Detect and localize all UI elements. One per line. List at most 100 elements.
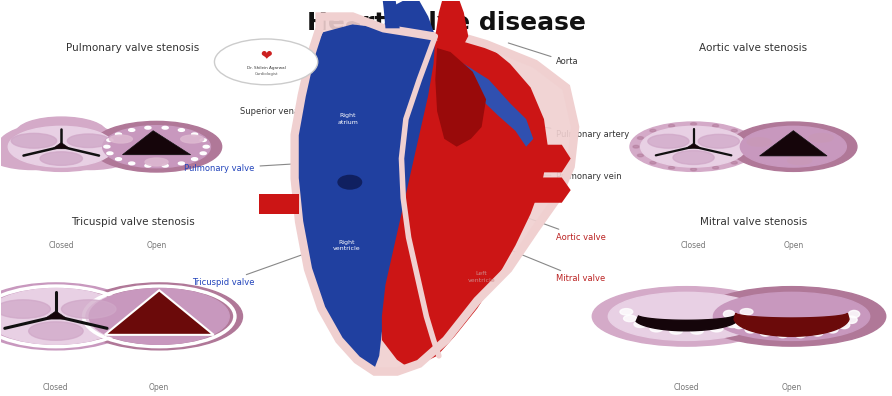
Circle shape <box>638 137 643 139</box>
Polygon shape <box>104 290 214 335</box>
Circle shape <box>713 166 719 169</box>
Circle shape <box>178 162 185 165</box>
Circle shape <box>128 129 135 131</box>
Text: Superior vena cava: Superior vena cava <box>240 98 383 116</box>
Circle shape <box>650 162 656 164</box>
Circle shape <box>731 162 738 164</box>
Circle shape <box>633 145 639 148</box>
Polygon shape <box>53 143 70 149</box>
Text: Aortic valve: Aortic valve <box>489 204 607 242</box>
Ellipse shape <box>788 156 812 164</box>
Circle shape <box>690 123 697 125</box>
Text: Open: Open <box>781 383 802 392</box>
Ellipse shape <box>777 330 789 338</box>
Text: Open: Open <box>149 383 169 392</box>
Ellipse shape <box>733 321 745 329</box>
Text: Right
atrium: Right atrium <box>337 114 359 125</box>
Circle shape <box>103 145 110 148</box>
Text: Mitral valve: Mitral valve <box>487 240 606 284</box>
Ellipse shape <box>29 322 83 340</box>
Circle shape <box>200 152 206 154</box>
Ellipse shape <box>648 134 689 148</box>
Text: Pulmonary valve: Pulmonary valve <box>184 159 381 173</box>
Ellipse shape <box>740 308 753 315</box>
Ellipse shape <box>12 133 57 148</box>
Text: Pulmonary valve stenosis: Pulmonary valve stenosis <box>66 43 199 53</box>
Ellipse shape <box>698 134 739 148</box>
Polygon shape <box>259 194 299 214</box>
Ellipse shape <box>608 292 764 341</box>
Ellipse shape <box>103 126 211 168</box>
Text: ❤: ❤ <box>260 48 272 62</box>
Circle shape <box>107 152 113 154</box>
Ellipse shape <box>0 122 125 171</box>
Circle shape <box>731 129 738 132</box>
Circle shape <box>115 133 121 136</box>
Circle shape <box>115 158 121 160</box>
Ellipse shape <box>714 292 870 341</box>
Text: Aortic valve stenosis: Aortic valve stenosis <box>699 43 807 53</box>
Circle shape <box>178 129 185 131</box>
Circle shape <box>162 164 169 167</box>
Text: Tricuspid valve: Tricuspid valve <box>192 230 370 287</box>
Ellipse shape <box>67 134 110 148</box>
Circle shape <box>638 154 643 157</box>
Polygon shape <box>435 48 486 147</box>
Text: Open: Open <box>783 241 804 250</box>
Polygon shape <box>531 177 571 203</box>
Circle shape <box>203 145 210 148</box>
Text: Aorta: Aorta <box>508 43 579 67</box>
Circle shape <box>668 166 674 169</box>
Ellipse shape <box>76 283 243 350</box>
Ellipse shape <box>337 175 362 190</box>
Text: Open: Open <box>146 241 167 250</box>
Circle shape <box>145 126 151 129</box>
Ellipse shape <box>620 308 632 315</box>
Text: Closed: Closed <box>43 383 69 392</box>
Ellipse shape <box>747 138 772 146</box>
Circle shape <box>192 158 198 160</box>
Text: Closed: Closed <box>681 241 706 250</box>
Text: Heart valve disease: Heart valve disease <box>307 11 585 34</box>
Polygon shape <box>444 60 533 147</box>
Ellipse shape <box>650 326 663 332</box>
Ellipse shape <box>16 117 107 149</box>
Ellipse shape <box>634 321 647 327</box>
Polygon shape <box>294 1 448 367</box>
Circle shape <box>713 124 719 127</box>
Ellipse shape <box>730 122 857 171</box>
Ellipse shape <box>737 315 749 322</box>
Ellipse shape <box>592 287 780 346</box>
Polygon shape <box>382 36 549 367</box>
Ellipse shape <box>45 137 136 169</box>
Circle shape <box>690 168 697 171</box>
Ellipse shape <box>624 315 636 322</box>
Text: Cardiologist: Cardiologist <box>254 72 277 76</box>
Text: Tricuspid valve stenosis: Tricuspid valve stenosis <box>70 217 194 227</box>
Polygon shape <box>636 316 737 331</box>
Ellipse shape <box>745 326 756 333</box>
Ellipse shape <box>740 126 847 167</box>
Polygon shape <box>686 143 701 148</box>
Text: Mitral valve stenosis: Mitral valve stenosis <box>699 217 807 227</box>
Circle shape <box>200 139 206 141</box>
Ellipse shape <box>726 316 737 324</box>
Ellipse shape <box>846 316 857 324</box>
Circle shape <box>128 162 135 165</box>
Ellipse shape <box>248 50 284 66</box>
Ellipse shape <box>726 321 739 327</box>
Polygon shape <box>435 0 468 48</box>
Polygon shape <box>760 131 827 156</box>
Circle shape <box>192 133 198 136</box>
Ellipse shape <box>760 329 772 336</box>
Circle shape <box>668 124 674 127</box>
Circle shape <box>107 139 113 141</box>
Ellipse shape <box>0 283 139 350</box>
Ellipse shape <box>40 152 82 166</box>
Polygon shape <box>294 17 575 371</box>
Ellipse shape <box>181 135 203 143</box>
Ellipse shape <box>710 326 723 332</box>
Circle shape <box>145 164 151 167</box>
Polygon shape <box>531 145 571 172</box>
Ellipse shape <box>723 310 735 318</box>
